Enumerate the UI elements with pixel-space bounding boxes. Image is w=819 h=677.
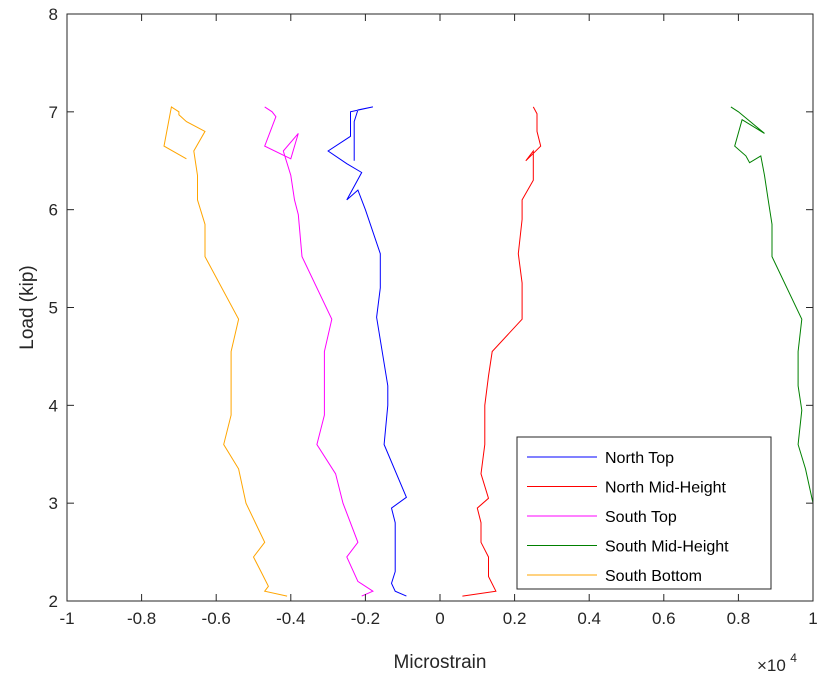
legend-label: North Top [605, 450, 674, 467]
y-tick-label: 8 [49, 5, 58, 24]
x-tick-label: 1 [808, 609, 817, 628]
y-axis-label: Load (kip) [17, 265, 38, 350]
series-line-1 [327, 106, 408, 597]
series-line-3 [264, 106, 374, 597]
y-tick-label: 6 [49, 201, 58, 220]
legend-label: South Top [605, 509, 677, 526]
legend-label: South Bottom [605, 568, 702, 585]
x-axis-multiplier-base: ×10 [757, 656, 786, 675]
legend-items: North Top North Mid-Height South Top South … [527, 450, 729, 585]
legend-label: South Mid-Height [605, 539, 729, 556]
series-line-5 [163, 106, 288, 597]
y-tick-label: 7 [49, 103, 58, 122]
x-tick-label: -0.2 [351, 609, 380, 628]
x-tick-label: 0 [435, 609, 444, 628]
legend-label: North Mid-Height [605, 480, 726, 497]
y-tick-label: 2 [49, 592, 58, 611]
y-tick-label: 3 [49, 494, 58, 513]
x-tick-label: -0.8 [127, 609, 156, 628]
x-tick-label: 0.4 [577, 609, 601, 628]
x-axis-multiplier-exponent: 4 [790, 651, 797, 665]
x-tick-label: 0.6 [652, 609, 676, 628]
x-tick-label: -1 [59, 609, 74, 628]
x-axis-label: Microstrain [394, 652, 487, 673]
y-tick-label: 5 [49, 299, 58, 318]
x-tick-label: -0.4 [276, 609, 305, 628]
series-line-4 [730, 106, 814, 557]
series-line-2 [462, 106, 542, 597]
x-tick-label: -0.6 [202, 609, 231, 628]
x-tick-label: 0.2 [503, 609, 527, 628]
y-tick-label: 4 [49, 396, 58, 415]
axis-tick-labels: -1 -0.8 -0.6 -0.4 -0.2 0 0.2 0.4 0.6 0.8 1 2 3 4 5 6 7 8 [49, 5, 818, 628]
legend: North Top North Mid-Height South Top South … [516, 436, 772, 590]
plot-lines [163, 106, 814, 597]
x-tick-label: 0.8 [727, 609, 751, 628]
x-axis-multiplier: ×10 4 [757, 651, 797, 675]
legend-box [516, 436, 772, 590]
axis-ticks [66, 13, 814, 602]
